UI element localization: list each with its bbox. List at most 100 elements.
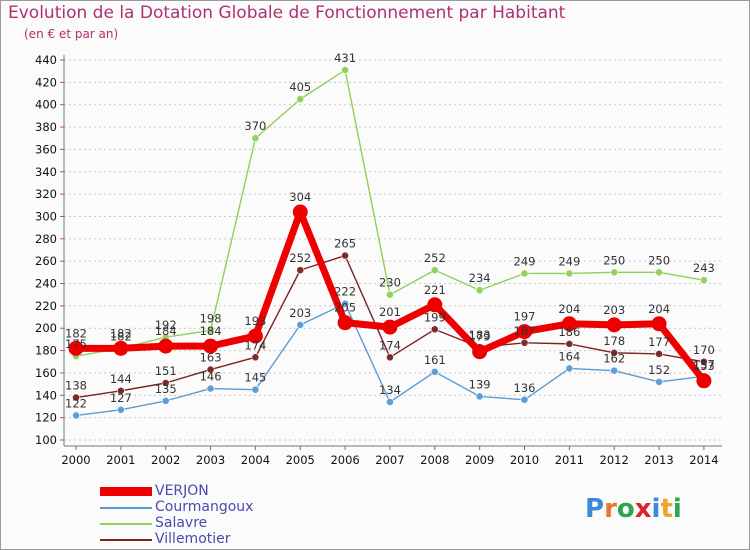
- x-tick-label-2014: 2014: [689, 453, 718, 467]
- data-label-verjon-2005: 304: [289, 190, 311, 204]
- x-tick-label-2009: 2009: [465, 453, 494, 467]
- data-label-villemotier-2002: 151: [155, 364, 177, 378]
- data-label-courmangoux-2001: 127: [110, 391, 132, 405]
- point-salavre-2011: [565, 269, 574, 278]
- point-verjon-2010: [517, 324, 532, 340]
- point-courmangoux-2013: [655, 377, 663, 386]
- y-tick-label-300: 300: [35, 209, 57, 223]
- legend-swatch-courmangoux: [100, 507, 152, 509]
- point-salavre-2005: [296, 95, 305, 104]
- data-label-villemotier-2004: 174: [244, 338, 266, 352]
- point-verjon-2005: [292, 204, 308, 220]
- data-label-verjon-2009: 179: [469, 330, 491, 344]
- data-label-verjon-2002: 184: [155, 324, 177, 338]
- point-villemotier-2001: [116, 386, 125, 395]
- point-courmangoux-2002: [161, 396, 170, 405]
- data-label-salavre-2002: 192: [155, 318, 177, 332]
- point-villemotier-2011: [565, 339, 574, 348]
- data-label-verjon-2007: 201: [379, 305, 401, 319]
- point-salavre-2009: [475, 286, 484, 295]
- legend-item-villemotier: Villemotier: [100, 531, 320, 548]
- data-label-salavre-2001: 182: [110, 329, 132, 343]
- point-villemotier-2008: [430, 325, 439, 334]
- series-lines: [68, 66, 712, 420]
- point-verjon-2001: [113, 340, 129, 356]
- point-courmangoux-2003: [206, 384, 215, 393]
- data-label-courmangoux-2004: 145: [244, 371, 266, 385]
- y-tick-label-200: 200: [35, 321, 57, 335]
- data-label-villemotier-2000: 138: [65, 379, 87, 393]
- y-tick-label-260: 260: [35, 254, 57, 268]
- point-villemotier-2014: [700, 357, 708, 366]
- point-courmangoux-2012: [610, 366, 619, 375]
- data-label-courmangoux-2013: 152: [648, 363, 670, 377]
- point-salavre-2014: [700, 276, 708, 285]
- legend-item-salavre: Salavre: [100, 515, 320, 532]
- data-label-courmangoux-2009: 139: [469, 377, 491, 391]
- data-label-courmangoux-2003: 146: [200, 370, 222, 384]
- legend-swatch-verjon: [100, 487, 152, 496]
- x-tick-label-2003: 2003: [196, 453, 225, 467]
- y-tick-label-100: 100: [35, 433, 57, 447]
- y-tick-label-420: 420: [35, 75, 57, 89]
- legend-swatch-salavre: [100, 523, 152, 525]
- data-label-verjon-2011: 204: [558, 302, 580, 316]
- point-villemotier-2004: [251, 353, 260, 362]
- point-verjon-2009: [472, 344, 488, 360]
- data-label-verjon-2014: 153: [693, 359, 715, 373]
- data-label-villemotier-2014: 170: [693, 343, 715, 357]
- data-label-verjon-2012: 203: [603, 303, 625, 317]
- point-verjon-2011: [561, 316, 577, 332]
- point-verjon-2013: [651, 316, 667, 332]
- data-label-villemotier-2010: 187: [514, 324, 536, 338]
- point-verjon-2002: [158, 338, 174, 354]
- data-label-verjon-2001: 182: [110, 326, 132, 340]
- data-label-salavre-2005: 405: [289, 80, 311, 94]
- x-tick-label-2010: 2010: [510, 453, 539, 467]
- point-villemotier-2010: [520, 338, 529, 347]
- x-tick-label-2013: 2013: [644, 453, 673, 467]
- point-verjon-2006: [337, 315, 353, 331]
- data-label-salavre-2000: 175: [65, 337, 87, 351]
- x-tick-label-2012: 2012: [600, 453, 629, 467]
- data-label-salavre-2003: 198: [200, 311, 222, 325]
- point-courmangoux-2004: [251, 385, 260, 394]
- proxiti-logo: Proxiti: [585, 494, 682, 524]
- data-label-salavre-2013: 250: [648, 253, 670, 267]
- point-verjon-2007: [382, 319, 398, 335]
- data-label-courmangoux-2011: 164: [558, 349, 580, 363]
- legend-item-courmangoux: Courmangoux: [100, 499, 320, 516]
- data-label-courmangoux-2012: 162: [603, 352, 625, 366]
- data-label-courmangoux-2007: 134: [379, 383, 401, 397]
- point-villemotier-2006: [341, 251, 349, 260]
- point-salavre-2004: [251, 134, 260, 143]
- x-tick-label-2005: 2005: [286, 453, 315, 467]
- x-tick-label-2008: 2008: [420, 453, 449, 467]
- data-label-villemotier-2011: 186: [558, 325, 580, 339]
- data-label-courmangoux-2000: 122: [65, 396, 87, 410]
- legend-label-courmangoux: Courmangoux: [155, 499, 254, 515]
- y-tick-label-160: 160: [35, 366, 57, 380]
- data-label-verjon-2013: 204: [648, 302, 670, 316]
- data-label-salavre-2011: 249: [558, 254, 580, 268]
- point-courmangoux-2006: [341, 299, 349, 308]
- data-label-villemotier-2013: 177: [648, 335, 670, 349]
- y-tick-label-360: 360: [35, 142, 57, 156]
- x-tick-label-2011: 2011: [555, 453, 584, 467]
- y-tick-label-380: 380: [35, 120, 57, 134]
- data-label-salavre-2007: 230: [379, 276, 401, 290]
- data-label-salavre-2012: 250: [603, 253, 625, 267]
- legend-swatch-villemotier: [100, 539, 152, 541]
- x-tick-label-2000: 2000: [61, 453, 90, 467]
- data-label-verjon-2010: 197: [514, 310, 536, 324]
- data-label-villemotier-2012: 178: [603, 334, 625, 348]
- data-label-salavre-2006: 431: [334, 51, 356, 65]
- point-courmangoux-2009: [475, 392, 484, 401]
- data-label-verjon-2006: 205: [334, 301, 356, 315]
- x-tick-label-2006: 2006: [330, 453, 359, 467]
- point-verjon-2008: [427, 297, 443, 313]
- point-courmangoux-2007: [386, 398, 394, 406]
- point-courmangoux-2010: [520, 395, 529, 404]
